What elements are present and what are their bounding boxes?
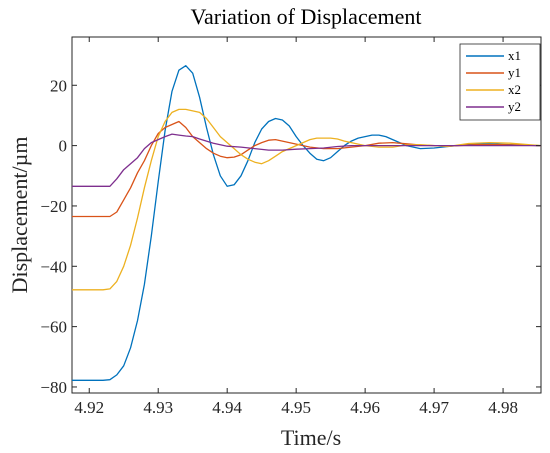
x-tick-label: 4.93 <box>143 398 173 417</box>
y-tick-label: −60 <box>40 318 67 337</box>
x-tick-label: 4.92 <box>74 398 104 417</box>
legend-label-y2: y2 <box>508 99 521 114</box>
y-tick-label: 20 <box>50 76 67 95</box>
chart-title: Variation of Displacement <box>191 4 422 29</box>
series-line-y1 <box>72 120 541 218</box>
series-line-x2 <box>72 108 541 291</box>
x-tick-label: 4.96 <box>350 398 380 417</box>
x-axis-label: Time/s <box>281 425 341 450</box>
y-tick-label: −80 <box>40 378 67 397</box>
y-tick-label: −20 <box>40 197 67 216</box>
axes-box <box>71 36 542 394</box>
x-tick-label: 4.98 <box>488 398 518 417</box>
legend-label-x1: x1 <box>508 48 521 63</box>
legend-label-x2: x2 <box>508 82 521 97</box>
plot-area: 4.92 4.93 4.94 4.95 4.96 4.97 4.98 −80 −60 −40 −2… <box>40 36 542 417</box>
legend-label-y1: y1 <box>508 65 521 80</box>
y-axis: −80 −60 −40 −20 0 20 <box>40 76 541 397</box>
legend: x1 y1 x2 y2 <box>459 43 541 121</box>
x-axis: 4.92 4.93 4.94 4.95 4.96 4.97 4.98 <box>74 37 518 417</box>
x-tick-label: 4.95 <box>281 398 311 417</box>
series-lines <box>72 65 541 381</box>
y-tick-label: −40 <box>40 257 67 276</box>
x-tick-label: 4.94 <box>212 398 242 417</box>
series-line-y2 <box>72 133 541 187</box>
x-tick-label: 4.97 <box>419 398 449 417</box>
y-tick-label: 0 <box>59 137 68 156</box>
y-axis-label: Displacement/µm <box>7 137 32 294</box>
